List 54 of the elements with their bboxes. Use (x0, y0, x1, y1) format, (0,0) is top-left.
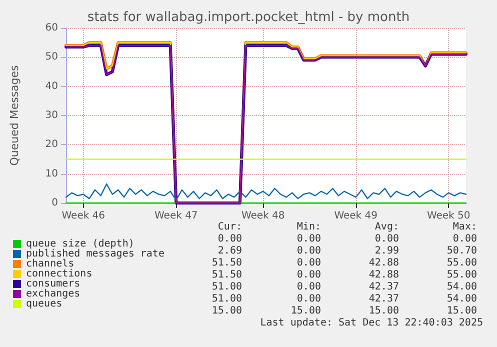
text: 0.00 (218, 234, 242, 244)
text: 15.00 (368, 306, 399, 316)
text: 51.50 (212, 270, 242, 280)
text: 42.88 (368, 258, 399, 268)
x-tick-label: Week 48 (241, 210, 285, 222)
text: 0.00 (296, 234, 321, 244)
legend-label: consumers (26, 278, 80, 290)
text: 15.00 (290, 306, 321, 316)
x-tick-label: Week 50 (426, 210, 470, 222)
text: 0.00 (296, 258, 321, 268)
text: Cur: (218, 222, 242, 232)
y-tick-label: 40 (45, 80, 58, 92)
text: 0.00 (296, 294, 321, 304)
text: 0.00 (296, 282, 321, 292)
y-tick-label: 10 (45, 168, 58, 180)
text: 15.00 (212, 306, 242, 316)
text: 55.00 (446, 258, 477, 268)
text: 0.00 (452, 234, 477, 244)
text: Min: (296, 222, 321, 232)
chart-title: stats for wallabag.import.pocket_html - by month (87, 10, 410, 25)
text: 42.37 (368, 282, 399, 292)
text: 54.00 (446, 282, 477, 292)
legend-label: exchanges (26, 288, 80, 300)
x-tick-label: Week 49 (334, 210, 378, 222)
y-tick-label: 30 (45, 110, 58, 121)
text: 51.00 (212, 282, 242, 292)
text: 51.50 (212, 258, 242, 268)
text: 2.99 (374, 246, 399, 256)
text: 50.70 (446, 246, 477, 256)
x-tick-label: Week 46 (62, 210, 106, 222)
y-tick-label: 60 (45, 22, 58, 34)
x-tick-label: Week 47 (154, 210, 198, 222)
y-tick-label: 50 (45, 52, 58, 63)
text: 54.00 (446, 294, 477, 304)
legend-label: published messages rate (26, 248, 164, 260)
y-tick-label: 20 (45, 139, 58, 150)
text: 55.00 (446, 270, 477, 280)
text: 0.00 (296, 246, 321, 256)
text: Avg: (374, 222, 399, 232)
legend-label: queue size (depth) (26, 238, 134, 250)
legend-label: queues (26, 298, 62, 310)
text: 42.37 (368, 294, 399, 304)
legend-label: connections (26, 268, 92, 280)
text: 51.00 (212, 294, 242, 304)
text: 2.69 (218, 246, 242, 256)
y-axis-title: Queued Messages (8, 64, 21, 166)
text: Max: (452, 222, 477, 232)
text: 0.00 (296, 270, 321, 280)
text: 0.00 (374, 234, 399, 244)
y-tick-label: 0 (52, 198, 58, 208)
legend-label: channels (26, 258, 74, 270)
text: 42.88 (368, 270, 399, 280)
text: Last update: Sat Dec 13 22:40:03 2025 (260, 318, 483, 328)
text: 15.00 (446, 306, 477, 316)
